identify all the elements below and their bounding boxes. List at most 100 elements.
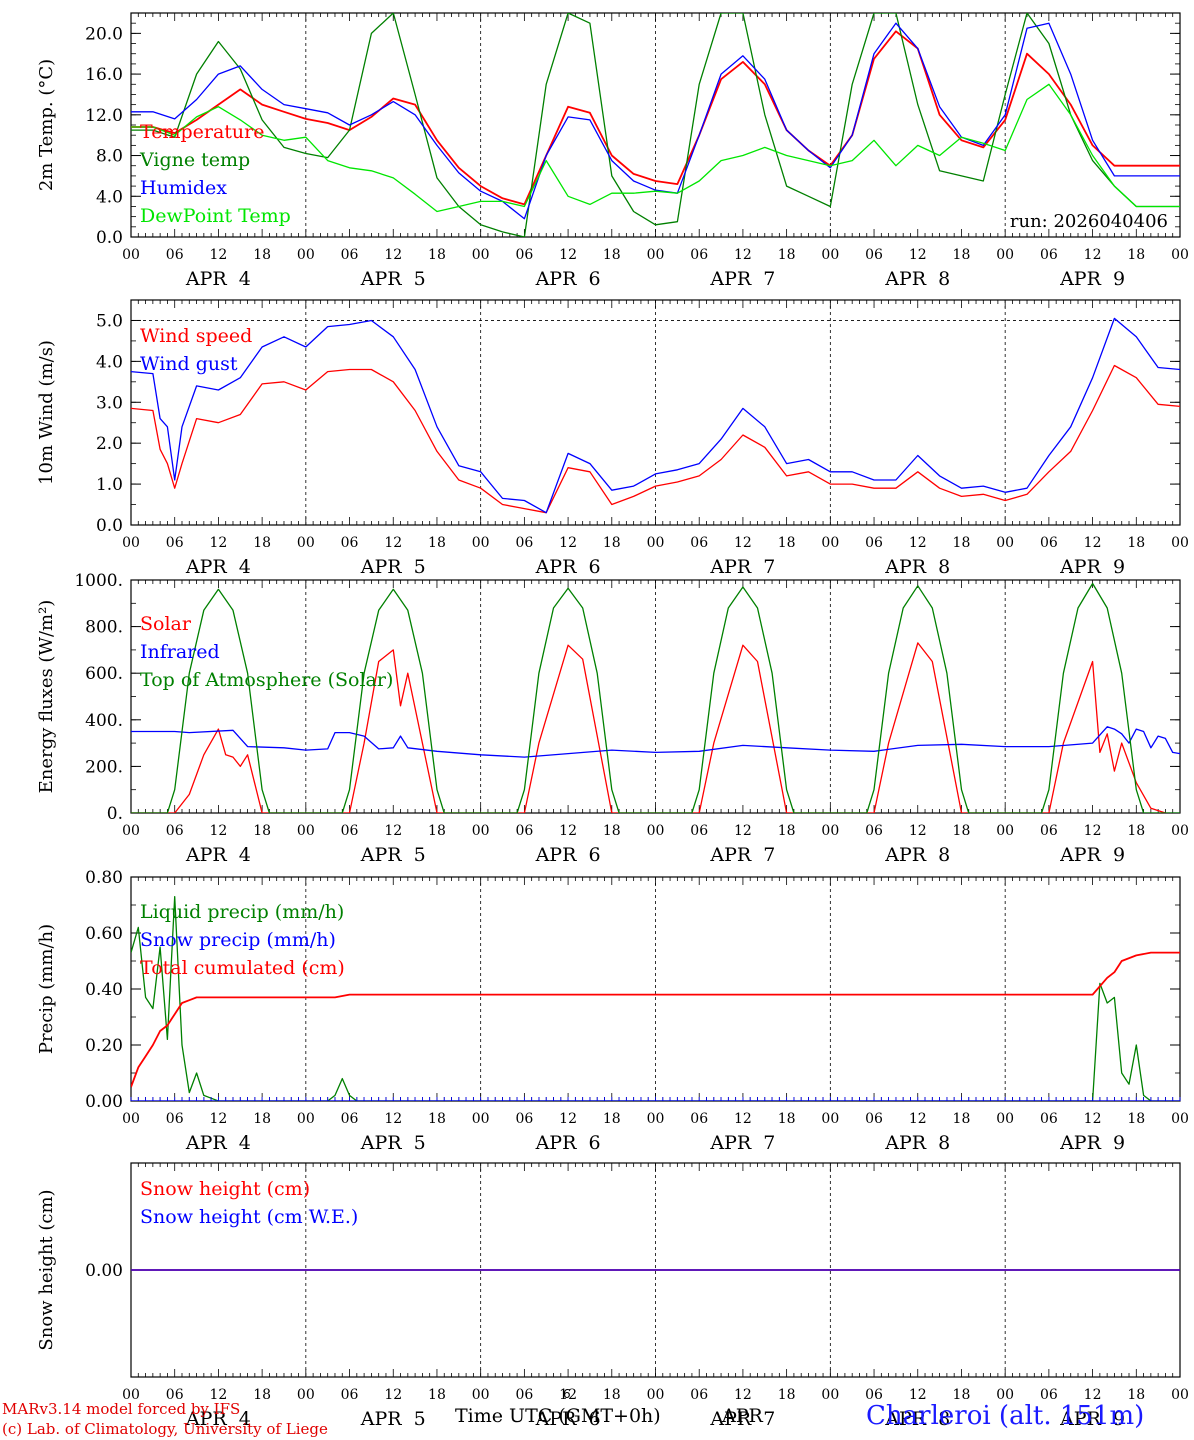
- y-tick-label: 600.: [85, 664, 123, 684]
- legend-entry: Wind gust: [140, 353, 238, 375]
- x-tick-label: 00: [647, 823, 665, 839]
- legend-entry: Snow precip (mm/h): [140, 929, 336, 951]
- x-tick-label: 18: [428, 1111, 446, 1127]
- x-tick-label: 18: [253, 823, 271, 839]
- day-label: APR 4: [185, 268, 251, 290]
- day-label: APR 6: [535, 1408, 601, 1430]
- month-label: APR: [722, 1405, 763, 1427]
- x-tick-label: 00: [122, 1111, 140, 1127]
- series-line-wind-speed: [131, 364, 1180, 514]
- x-tick-label: 00: [996, 1387, 1014, 1403]
- x-tick-label: 12: [559, 247, 577, 263]
- x-tick-label: 00: [1171, 1111, 1189, 1127]
- x-tick-label: 18: [778, 823, 796, 839]
- x-tick-label: 12: [1084, 535, 1102, 551]
- x-tick-label: 12: [384, 247, 402, 263]
- x-tick-label: 00: [647, 247, 665, 263]
- x-axis-superscript: 6: [563, 1387, 571, 1401]
- y-tick-label: 12.0: [85, 106, 123, 126]
- x-tick-label: 18: [253, 247, 271, 263]
- x-tick-label: 18: [428, 1387, 446, 1403]
- x-tick-label: 06: [341, 823, 359, 839]
- x-tick-label: 00: [297, 823, 315, 839]
- x-tick-label: 18: [953, 823, 971, 839]
- x-tick-label: 06: [690, 1387, 708, 1403]
- legend-entry: DewPoint Temp: [140, 205, 291, 227]
- series-line-vigne-temp: [131, 13, 1180, 237]
- day-label: APR 4: [185, 1408, 251, 1430]
- x-tick-label: 06: [341, 1387, 359, 1403]
- y-tick-label: 0.60: [85, 924, 123, 944]
- x-tick-label: 06: [341, 535, 359, 551]
- series-line-wind-gust: [131, 317, 1180, 514]
- x-tick-label: 06: [515, 1111, 533, 1127]
- x-tick-label: 00: [472, 535, 490, 551]
- x-tick-label: 06: [1040, 535, 1058, 551]
- y-tick-label: 0.0: [96, 516, 123, 536]
- y-tick-label: 0.20: [85, 1036, 123, 1056]
- x-tick-label: 12: [1084, 823, 1102, 839]
- x-tick-label: 12: [210, 823, 228, 839]
- y-axis-label: Snow height (cm): [36, 1189, 57, 1350]
- day-label: APR 7: [709, 1132, 775, 1154]
- day-label: APR 9: [1059, 556, 1125, 578]
- x-tick-label: 18: [428, 535, 446, 551]
- x-tick-label: 12: [384, 1111, 402, 1127]
- x-tick-label: 00: [122, 823, 140, 839]
- x-tick-label: 00: [1171, 1387, 1189, 1403]
- day-label: APR 9: [1059, 268, 1125, 290]
- series-line-solar: [131, 642, 1166, 813]
- legend-entry: Vigne temp: [139, 149, 250, 171]
- day-label: APR 5: [360, 556, 426, 578]
- x-tick-label: 18: [778, 535, 796, 551]
- y-tick-label: 0.00: [85, 1092, 123, 1112]
- x-tick-label: 00: [297, 535, 315, 551]
- x-tick-label: 18: [253, 1387, 271, 1403]
- x-tick-label: 00: [647, 1387, 665, 1403]
- day-label: APR 5: [360, 1408, 426, 1430]
- x-tick-label: 00: [821, 1387, 839, 1403]
- legend-entry: Solar: [140, 613, 192, 635]
- x-tick-label: 00: [472, 247, 490, 263]
- x-tick-label: 06: [690, 247, 708, 263]
- x-tick-label: 06: [515, 1387, 533, 1403]
- y-tick-label: 4.0: [96, 187, 123, 207]
- x-tick-label: 12: [909, 1387, 927, 1403]
- legend-entry: Liquid precip (mm/h): [140, 901, 344, 923]
- y-tick-label: 16.0: [85, 65, 123, 85]
- day-label: APR 6: [535, 556, 601, 578]
- x-tick-label: 06: [865, 247, 883, 263]
- x-tick-label: 18: [603, 247, 621, 263]
- y-tick-label: 4.0: [96, 352, 123, 372]
- x-tick-label: 18: [1127, 535, 1145, 551]
- y-tick-label: 0.40: [85, 980, 123, 1000]
- x-tick-label: 12: [559, 1111, 577, 1127]
- panel-5: 00 06 12 18 00 06 12 18 00 06 12 18 00 06 12 18 00 06 12 18…: [36, 1162, 1189, 1430]
- day-label: APR 7: [709, 1408, 775, 1430]
- x-tick-label: 00: [472, 1111, 490, 1127]
- x-tick-label: 12: [210, 1111, 228, 1127]
- x-tick-label: 12: [1084, 1387, 1102, 1403]
- x-tick-label: 18: [603, 535, 621, 551]
- x-tick-label: 00: [297, 1111, 315, 1127]
- day-label: APR 6: [535, 844, 601, 866]
- x-tick-label: 12: [559, 823, 577, 839]
- x-tick-label: 00: [647, 535, 665, 551]
- x-tick-label: 12: [210, 1387, 228, 1403]
- x-tick-label: 12: [734, 535, 752, 551]
- lab-credit: (c) Lab. of Climatology, University of L…: [2, 1420, 328, 1438]
- model-credit: MARv3.14 model forced by IFS: [2, 1400, 241, 1418]
- y-axis-label: Precip (mm/h): [36, 924, 57, 1054]
- x-tick-label: 06: [341, 1111, 359, 1127]
- run-annotation: run: 2026040406: [1010, 211, 1168, 232]
- x-tick-label: 00: [647, 1111, 665, 1127]
- x-tick-label: 00: [821, 535, 839, 551]
- x-tick-label: 18: [953, 535, 971, 551]
- series-line-dewpoint-temp: [131, 83, 1180, 213]
- day-label: APR 4: [185, 1132, 251, 1154]
- x-tick-label: 06: [865, 823, 883, 839]
- day-label: APR 4: [185, 556, 251, 578]
- y-tick-label: 0.0: [96, 228, 123, 248]
- day-label: APR 8: [884, 556, 950, 578]
- x-tick-label: 12: [210, 247, 228, 263]
